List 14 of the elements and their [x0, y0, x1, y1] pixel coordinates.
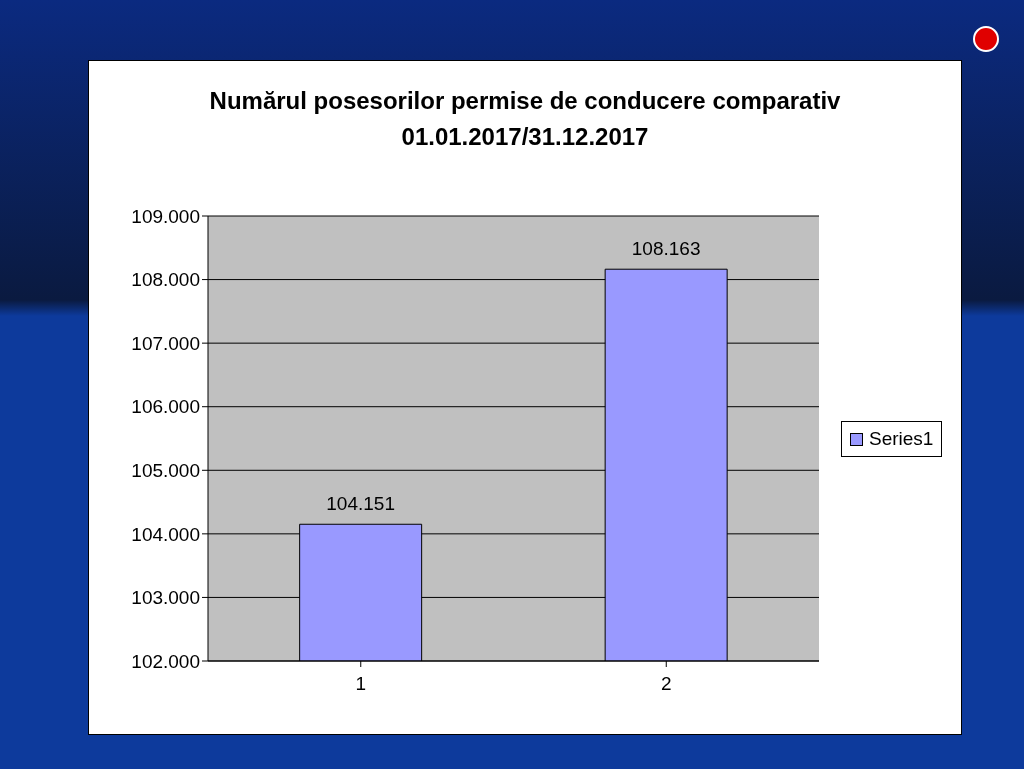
y-tick-label: 109.000 [131, 205, 200, 227]
chart-title: Numărul posesorilor permise de conducere comparativ 01.01.2017/31.12.2017 [208, 86, 842, 152]
y-tick-label: 105.000 [131, 460, 200, 482]
y-tick-label: 106.000 [131, 396, 200, 418]
x-tick-label: 1 [355, 673, 367, 695]
y-tick-label: 108.000 [131, 269, 200, 291]
legend-label: Series1 [869, 428, 934, 450]
data-label: 108.163 [631, 238, 701, 260]
y-tick-label: 103.000 [131, 587, 200, 609]
y-tick-label: 102.000 [131, 650, 200, 672]
x-tick-label: 2 [660, 673, 672, 695]
y-tick-label: 104.000 [131, 523, 200, 545]
data-label: 104.151 [326, 493, 395, 515]
y-tick-label: 107.000 [131, 332, 200, 354]
